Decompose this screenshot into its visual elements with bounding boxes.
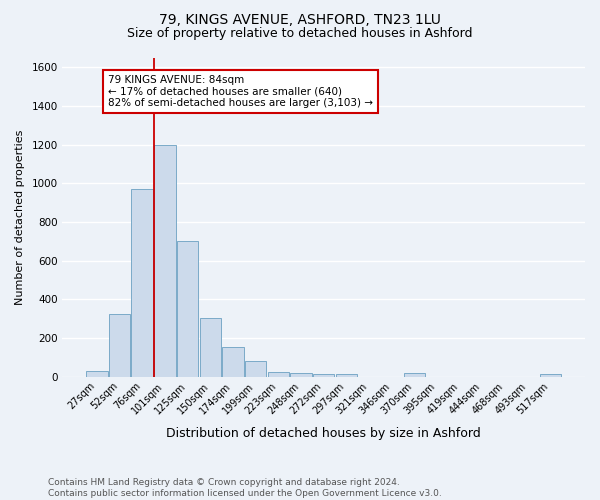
Bar [313, 374, 334, 376]
Bar [404, 373, 425, 376]
X-axis label: Distribution of detached houses by size in Ashford: Distribution of detached houses by size … [166, 427, 481, 440]
Bar [131, 189, 153, 376]
Bar [268, 372, 289, 376]
Bar [539, 374, 561, 376]
Bar [222, 346, 244, 376]
Text: Contains HM Land Registry data © Crown copyright and database right 2024.
Contai: Contains HM Land Registry data © Crown c… [48, 478, 442, 498]
Text: Size of property relative to detached houses in Ashford: Size of property relative to detached ho… [127, 28, 473, 40]
Bar [86, 371, 107, 376]
Bar [200, 318, 221, 376]
Bar [290, 373, 312, 376]
Bar [335, 374, 357, 376]
Y-axis label: Number of detached properties: Number of detached properties [15, 130, 25, 305]
Text: 79, KINGS AVENUE, ASHFORD, TN23 1LU: 79, KINGS AVENUE, ASHFORD, TN23 1LU [159, 12, 441, 26]
Bar [177, 242, 199, 376]
Bar [154, 144, 176, 376]
Bar [109, 314, 130, 376]
Bar [245, 361, 266, 376]
Text: 79 KINGS AVENUE: 84sqm
← 17% of detached houses are smaller (640)
82% of semi-de: 79 KINGS AVENUE: 84sqm ← 17% of detached… [108, 75, 373, 108]
